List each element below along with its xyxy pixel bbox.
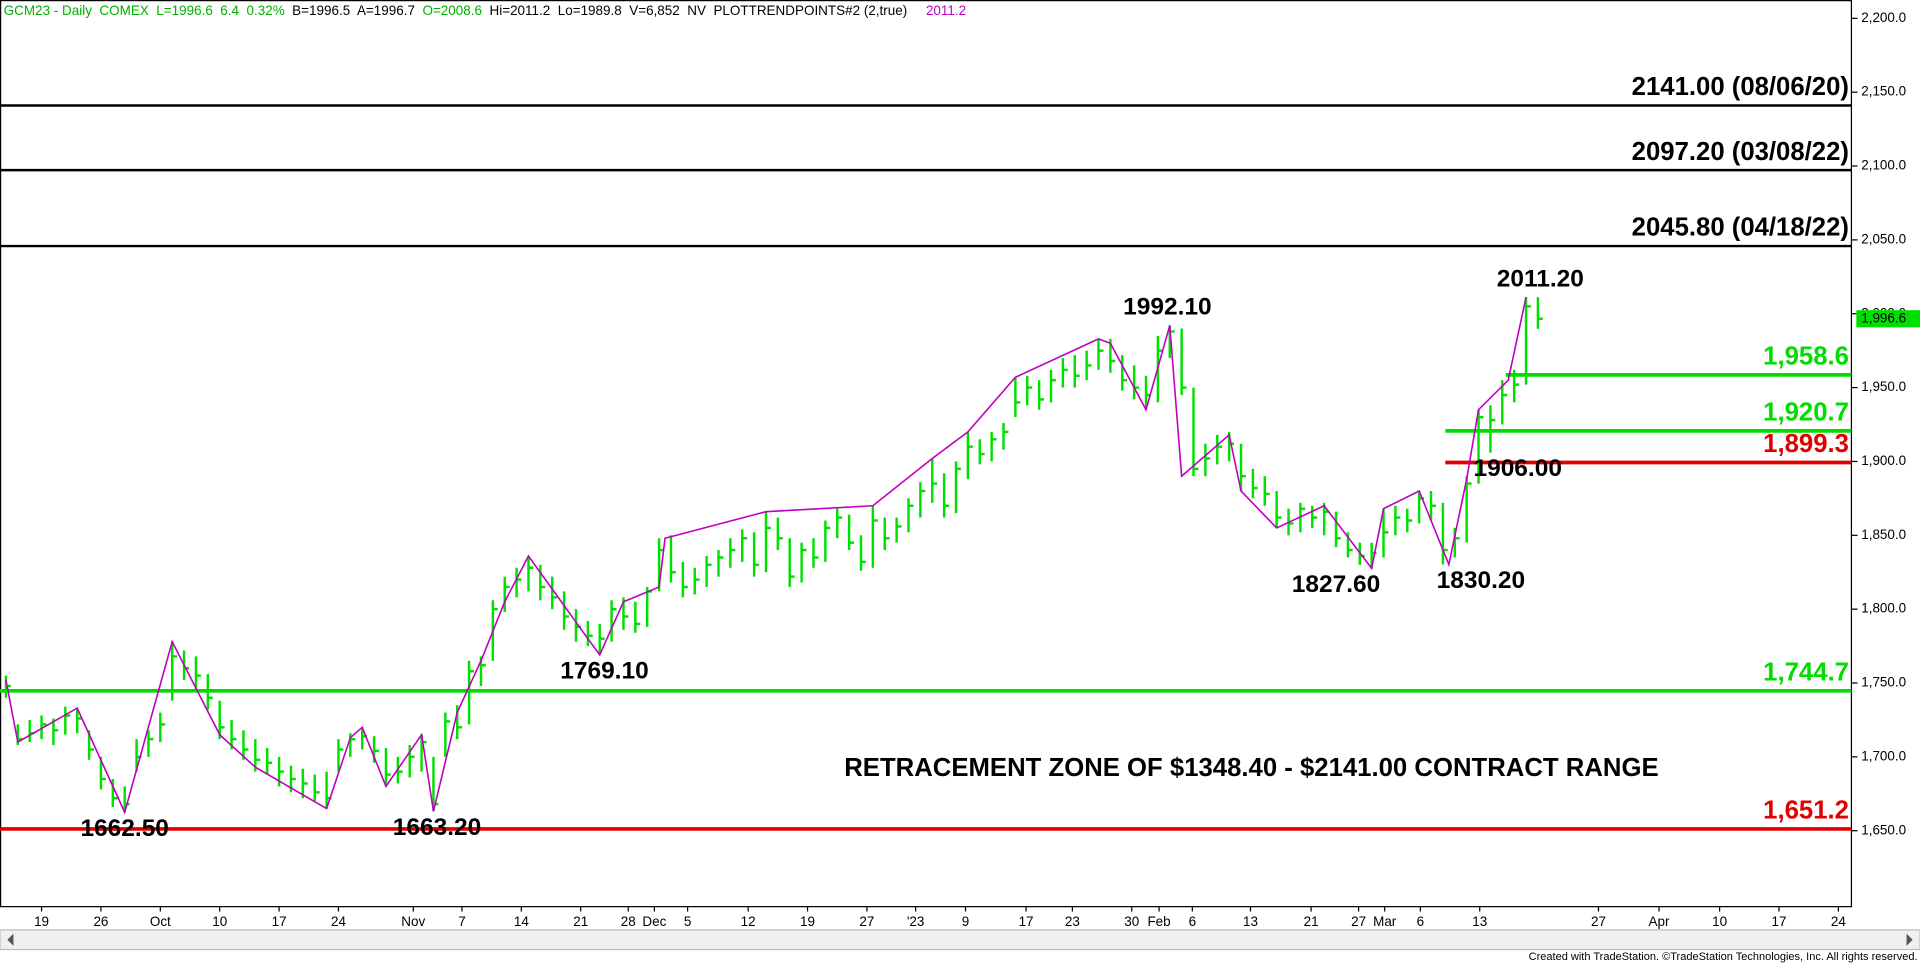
pivot-label: 1769.10 xyxy=(560,657,648,684)
pivot-label: 1827.60 xyxy=(1292,571,1380,598)
y-tick-label: 2,150.0 xyxy=(1861,84,1906,99)
header-item: GCM23 - Daily COMEX L=1996.6 6.4 0.32% xyxy=(4,3,293,18)
header-item: B=1996.5 A=1996.7 xyxy=(292,3,422,18)
scroll-track[interactable] xyxy=(0,929,1920,951)
level-label: 1,651.2 xyxy=(1763,797,1849,825)
y-tick-label: 2,050.0 xyxy=(1861,231,1906,246)
y-tick-label: 1,900.0 xyxy=(1861,453,1906,468)
pivot-label: 1663.20 xyxy=(393,814,481,841)
header-item: O=2008.6 xyxy=(422,3,489,18)
y-tick-label: 1,750.0 xyxy=(1861,675,1906,690)
footer: Created with TradeStation. ©TradeStation… xyxy=(1529,951,1918,963)
annotation-note: RETRACEMENT ZONE OF $1348.40 - $2141.00 … xyxy=(844,754,1658,782)
x-tick-label: Mar xyxy=(1373,914,1397,929)
pivot-label: 1992.10 xyxy=(1123,294,1211,321)
x-tick-label: 7 xyxy=(458,914,465,929)
level-label: 1,920.7 xyxy=(1763,399,1849,427)
y-tick-label: 1,950.0 xyxy=(1861,379,1906,394)
pivot-label: 2011.20 xyxy=(1497,266,1584,293)
scrollbar[interactable] xyxy=(0,929,1920,951)
x-tick-label: 27 xyxy=(1351,914,1366,929)
x-tick-label: 19 xyxy=(34,914,49,929)
x-tick-label: 5 xyxy=(684,914,691,929)
y-tick-label: 1,850.0 xyxy=(1861,527,1906,542)
level-label: 1,899.3 xyxy=(1763,430,1849,458)
x-tick-label: 10 xyxy=(1712,914,1727,929)
x-tick-label: 17 xyxy=(1771,914,1786,929)
plot-frame xyxy=(0,0,1853,908)
x-tick-label: '23 xyxy=(907,914,925,929)
x-tick-label: 13 xyxy=(1472,914,1487,929)
pivot-label: 1662.50 xyxy=(80,815,168,842)
x-tick-label: 24 xyxy=(331,914,346,929)
header: GCM23 - Daily COMEX L=1996.6 6.4 0.32% B… xyxy=(4,3,966,18)
x-tick-label: 13 xyxy=(1243,914,1258,929)
x-tick-label: 10 xyxy=(212,914,227,929)
x-tick-label: 6 xyxy=(1417,914,1424,929)
y-tick-label: 1,800.0 xyxy=(1861,601,1906,616)
level-label: 1,744.7 xyxy=(1763,658,1849,686)
last-price-box xyxy=(1856,310,1920,328)
y-tick-label: 2,200.0 xyxy=(1861,10,1906,25)
level-label: 1,958.6 xyxy=(1763,343,1849,371)
x-tick-label: Oct xyxy=(150,914,171,929)
x-tick-label: 26 xyxy=(93,914,108,929)
level-label: 2141.00 (08/06/20) xyxy=(1632,73,1849,101)
header-item: Hi=2011.2 Lo=1989.8 V=6,852 NV PLOTTREND… xyxy=(489,3,925,18)
x-tick-label: Dec xyxy=(642,914,666,929)
x-tick-label: Apr xyxy=(1649,914,1670,929)
x-tick-label: 21 xyxy=(1304,914,1319,929)
x-tick-label: 23 xyxy=(1065,914,1080,929)
x-tick-label: Nov xyxy=(401,914,425,929)
x-tick-label: 6 xyxy=(1189,914,1196,929)
trend-line xyxy=(5,297,1527,815)
x-tick-label: 27 xyxy=(859,914,874,929)
x-tick-label: 14 xyxy=(514,914,529,929)
x-tick-label: 19 xyxy=(800,914,815,929)
y-tick-label: 1,700.0 xyxy=(1861,748,1906,763)
x-tick-label: 21 xyxy=(573,914,588,929)
x-tick-label: 27 xyxy=(1591,914,1606,929)
x-tick-label: 28 xyxy=(621,914,636,929)
last-price-label: 1,996.6 xyxy=(1861,310,1906,325)
x-tick-label: 17 xyxy=(272,914,287,929)
x-tick-label: Feb xyxy=(1147,914,1170,929)
x-tick-label: 12 xyxy=(741,914,756,929)
level-label: 2097.20 (03/08/22) xyxy=(1632,138,1849,166)
pivot-label: 1906.00 xyxy=(1473,455,1561,482)
x-tick-label: 24 xyxy=(1831,914,1846,929)
header-item: 2011.2 xyxy=(926,3,966,18)
x-tick-label: 17 xyxy=(1019,914,1034,929)
level-label: 2045.80 (04/18/22) xyxy=(1632,214,1849,242)
x-tick-label: 9 xyxy=(962,914,969,929)
scroll-left[interactable] xyxy=(7,933,14,946)
scroll-right[interactable] xyxy=(1906,933,1913,946)
y-tick-label: 1,650.0 xyxy=(1861,822,1906,837)
y-tick-label: 2,100.0 xyxy=(1861,158,1906,173)
pivot-label: 1830.20 xyxy=(1437,567,1525,594)
x-tick-label: 30 xyxy=(1124,914,1139,929)
